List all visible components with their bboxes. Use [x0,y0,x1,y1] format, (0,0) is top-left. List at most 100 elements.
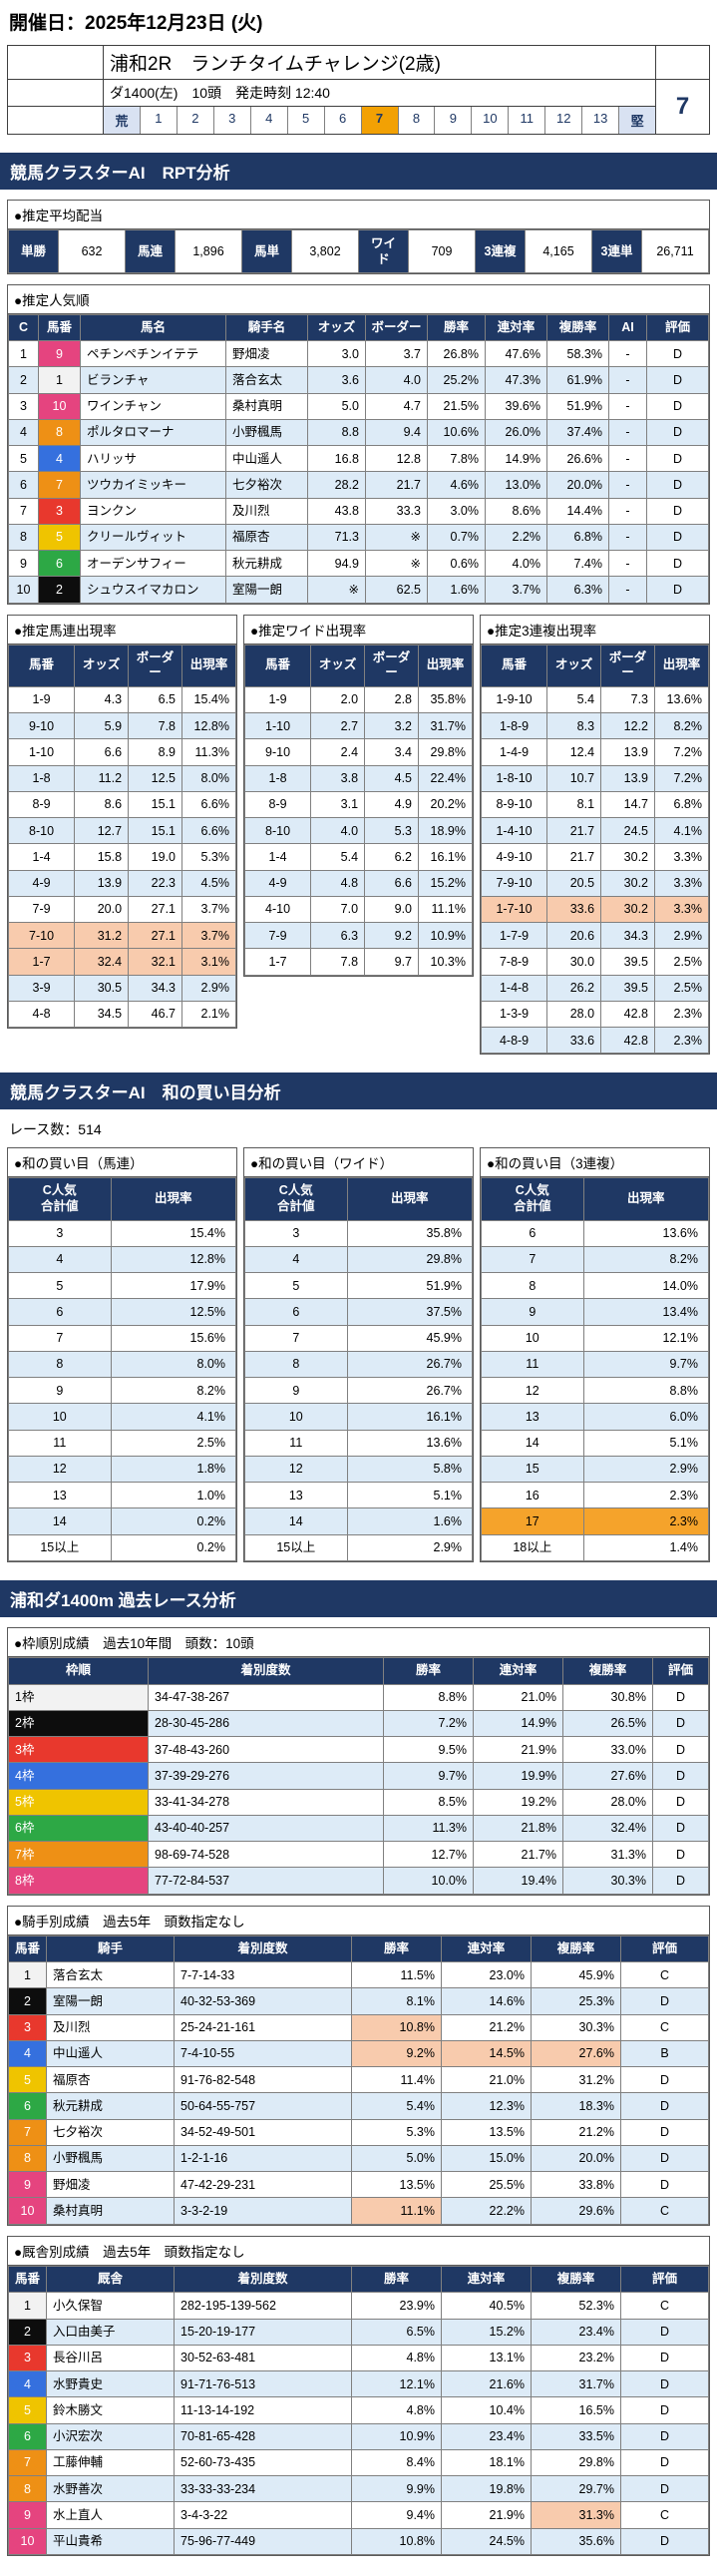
cell: 10.9% [351,2422,442,2450]
cell: 七夕裕次 [46,2118,175,2146]
cell: 12.4 [546,738,602,766]
cell: 47-42-29-231 [174,2171,352,2199]
cell: 7-9-10 [480,869,548,897]
table-row: 4-8 34.5 46.7 2.1% [7,1000,236,1029]
cell: 11.3% [181,738,236,766]
column-header: 枠順 [8,1656,149,1685]
table-row: 3 及川烈 25-24-21-161 10.8% 21.2% 30.3% C [8,2013,709,2041]
cell: 7 [8,2118,47,2146]
cell: 52.3% [531,2292,621,2320]
cell: 6 [244,1298,348,1326]
column-header: 騎手 [46,1934,175,1963]
table-row: 11 2.5% [8,1429,237,1457]
rpt-scale-cell: 13 [581,107,618,134]
cell: 8.0% [181,764,236,792]
cell: 3枠 [8,1735,149,1764]
wa-umaren-table: C人気 合計値 出現率 3 15.4% 4 12.8% 5 17.9% 6 12.5% 7 15.6%… [8,1177,237,1561]
table-row: 3-9 30.5 34.3 2.9% [7,974,236,1002]
cell: 37-48-43-260 [148,1735,384,1764]
cell: 35.6% [531,2527,621,2555]
column-header: C人気 合計値 [8,1177,112,1221]
column-header: 複勝率 [531,2265,621,2294]
cell: 1-7 [7,948,76,976]
cell: 4.3 [74,685,130,714]
cell: クリールヴィット [80,523,226,552]
cell: D [646,366,709,394]
rpt-scale-cell: 7 [360,107,398,134]
table-row: 5 鈴木勝文 11-13-14-192 4.8% 10.4% 16.5% D [8,2396,709,2424]
race-count: レース数：514 [9,1121,102,1138]
table-row: 15以上 2.9% [244,1533,474,1561]
cell: 15.6% [110,1324,237,1352]
cell: 水野貴史 [46,2369,175,2398]
wide-occurrence-title: ●推定ワイド出現率 [244,616,473,644]
cell: 22.2% [441,2197,532,2225]
cell: 桑村真明 [46,2197,175,2225]
cell: 6 [8,471,39,499]
cell: 14 [481,1429,584,1457]
table-row: 14 5.1% [481,1429,710,1457]
column-header: 勝率 [351,1934,442,1963]
cell: 10.6% [427,418,486,447]
column-header: 出現率 [181,644,236,687]
waku-results-box: ●枠順別成績 過去10年間 頭数：10頭 枠順 着別度数 勝率 連対率 複勝率 評価 1枠 3… [7,1626,710,1896]
cell: 21.7 [546,843,602,871]
cell: 5.8% [346,1455,474,1484]
cell: 8 [244,1350,348,1379]
trainer-results-box: ●厩舎別成績 過去5年 頭数指定なし 馬番 厩舎 着別度数 勝率 連対率 複勝率 評価 1 小久… [7,2235,710,2556]
cell: 9.4% [351,2501,442,2529]
cell: 12 [481,1377,584,1405]
cell: 5 [8,2396,47,2424]
cell: 12.2 [600,712,656,740]
cell: 11.5% [351,1961,442,1989]
cell: 10.9% [418,922,473,950]
cell: 4.8% [351,2344,442,2372]
cell: 32.4% [562,1814,653,1843]
cell: 12.7% [383,1840,474,1869]
cell: 9-10 [243,738,312,766]
cell: 2.9% [654,922,709,950]
cell: 21.7 [546,817,602,845]
popularity-box: ●推定人気順 C 馬番 馬名 騎手名 オッズ ボーダー 勝率 連対率 複勝率 AI 評価 1 9 ペチンペ… [7,283,710,605]
cell: D [646,497,709,525]
cell: D [620,2527,709,2555]
table-row: 1-8 11.2 12.5 8.0% [7,764,236,792]
cell: 7-10 [7,922,76,950]
table-row: 7-8-9 30.0 39.5 2.5% [480,948,709,976]
table-row: 10 12.1% [481,1324,710,1352]
cell: 15.2% [418,869,473,897]
cell: 及川烈 [225,497,308,525]
cell: 1-7 [243,948,312,976]
cell: 27.6% [562,1762,653,1790]
cell: 馬連 [125,229,176,273]
cell: 10.8% [351,2527,442,2555]
column-header: オッズ [546,644,602,687]
cell: 1.0% [110,1482,237,1509]
cell: D [620,2396,709,2424]
umaren-occurrence-box: ●推定馬連出現率 馬番 オッズ ボーダー 出現率 1-9 4.3 6.5 15.4% 9-10 5… [7,614,237,1030]
cell: 47.3% [485,366,547,394]
cell: 12.8 [365,445,428,473]
cell: 5.4 [546,685,602,714]
cell: 11 [8,1429,112,1457]
table-row: 7-9-10 20.5 30.2 3.3% [480,869,709,897]
cell: 10 [8,2197,47,2225]
cell: 6 [38,550,81,578]
column-header: 評価 [620,1934,709,1963]
cell: 8.3 [546,712,602,740]
cell: 桑村真明 [225,392,308,420]
cell: 秋元耕成 [225,550,308,578]
cell: 14.9% [485,445,547,473]
cell: 46.7 [128,1000,183,1029]
cell: 室陽一朗 [46,1987,175,2015]
table-row: 6 7 ツウカイミッキー 七夕裕次 28.2 21.7 4.6% 13.0% 20.0% - D [8,471,709,499]
rpt-scale-cell: 3 [212,107,250,134]
cell: 3.3% [654,895,709,924]
cell: - [608,366,647,394]
cell: 30.2 [600,869,656,897]
table-row: 3 15.4% [8,1219,237,1247]
cell: 工藤伸輔 [46,2448,175,2477]
rpt-scale-cell: 12 [544,107,581,134]
cell: 10.3% [418,948,473,976]
cell: 2.7 [310,712,366,740]
